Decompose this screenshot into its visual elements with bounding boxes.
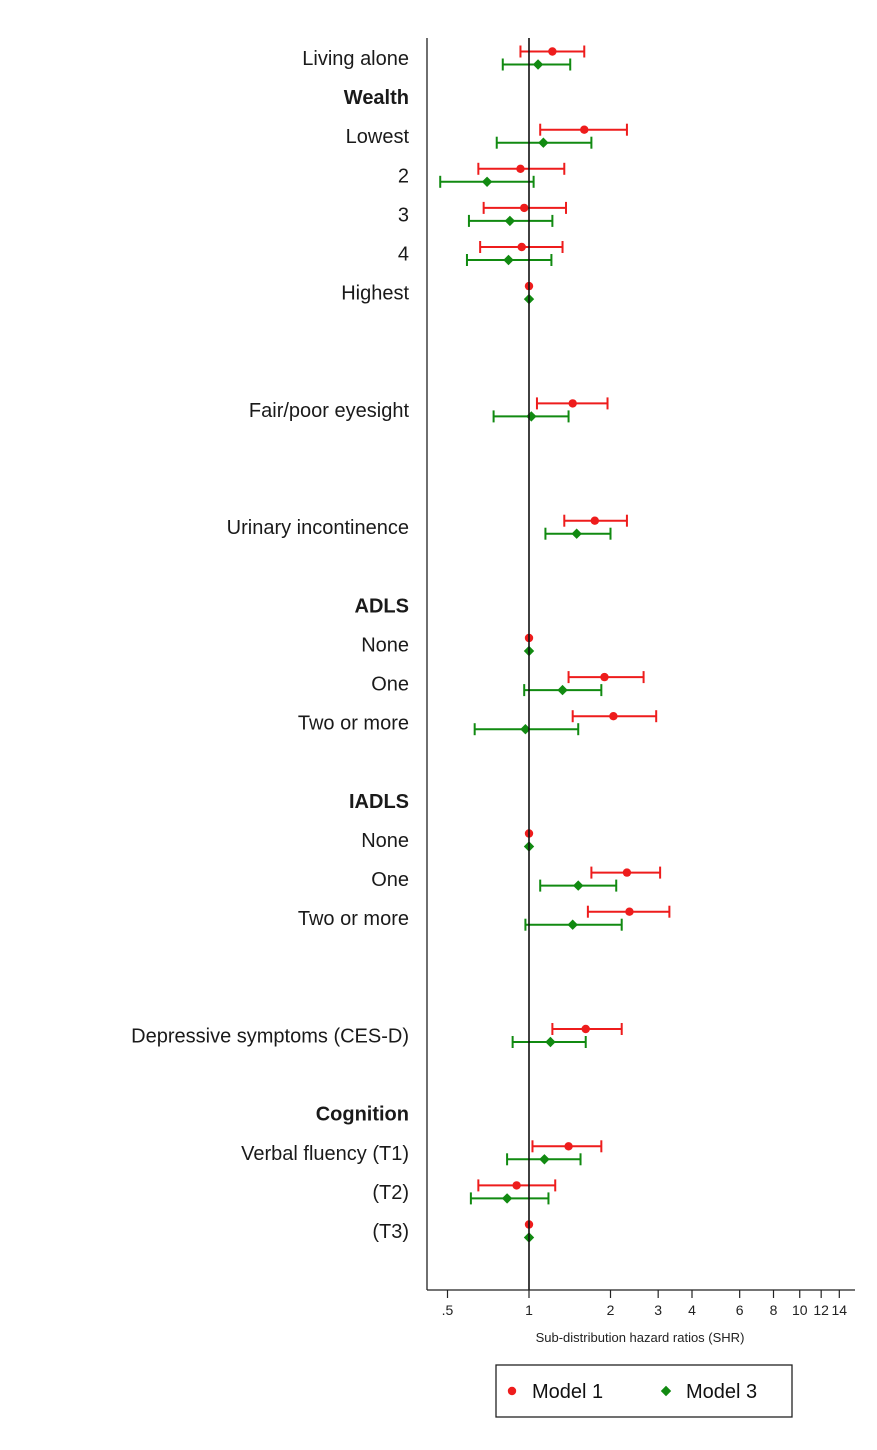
- row-label: 3: [398, 204, 409, 226]
- row-label: Lowest: [346, 126, 410, 148]
- row-3: 2: [398, 162, 566, 188]
- model3-point: [481, 176, 493, 187]
- row-2: Lowest: [346, 123, 628, 149]
- model1-point: [520, 203, 529, 213]
- row-1: Wealth: [344, 87, 409, 109]
- x-tick-label: 4: [688, 1302, 696, 1318]
- model1-point: [609, 712, 618, 721]
- model1-point: [580, 125, 589, 134]
- model3-point: [573, 880, 584, 891]
- row-label: One: [371, 674, 409, 696]
- model1-point: [590, 516, 599, 525]
- model3-point: [501, 1193, 513, 1204]
- group-heading: Cognition: [316, 1104, 409, 1126]
- model1-point: [564, 1142, 573, 1151]
- model3-point: [557, 684, 568, 696]
- legend-model3-marker: [660, 1385, 672, 1397]
- model1-point: [516, 164, 525, 173]
- model3-point: [532, 59, 544, 70]
- row-20: (T2): [372, 1179, 557, 1205]
- row-label: Depressive symptoms (CES-D): [131, 1026, 409, 1048]
- model3-point: [504, 215, 516, 227]
- legend-model1-label: Model 1: [532, 1381, 603, 1403]
- x-tick-label: 1: [525, 1302, 533, 1318]
- model3-point: [503, 254, 514, 266]
- row-label: None: [361, 830, 409, 852]
- model3-point: [538, 137, 549, 148]
- row-9: ADLS: [355, 595, 409, 617]
- model3-point: [571, 528, 582, 539]
- row-8: Urinary incontinence: [227, 514, 628, 540]
- model1-point: [548, 47, 557, 56]
- x-tick-label: 3: [654, 1302, 662, 1318]
- row-label: Two or more: [298, 908, 409, 930]
- row-label: Living alone: [302, 48, 409, 70]
- group-heading: IADLS: [349, 791, 409, 813]
- row-label: (T2): [372, 1182, 409, 1204]
- row-7: Fair/poor eyesight: [249, 397, 609, 423]
- model1-point: [622, 868, 632, 877]
- model1-point: [625, 907, 634, 916]
- x-tick-label: 12: [813, 1302, 829, 1318]
- model1-point: [512, 1181, 521, 1190]
- x-tick-label: 6: [736, 1302, 744, 1318]
- model3-point: [539, 1154, 550, 1165]
- legend-model1-marker: [507, 1386, 517, 1396]
- legend-model3-label: Model 3: [686, 1381, 757, 1403]
- rows-layer: Living alone Wealth Lowest 2 3 4 Highest Fair/p…: [131, 45, 671, 1243]
- row-5: 4: [398, 241, 564, 266]
- x-tick-label: .5: [442, 1302, 454, 1318]
- row-19: Verbal fluency (T1): [241, 1140, 603, 1166]
- group-heading: Wealth: [344, 87, 409, 109]
- x-tick-label: 8: [770, 1302, 778, 1318]
- row-label: Highest: [341, 283, 409, 305]
- model1-point: [568, 399, 577, 408]
- model1-point: [517, 242, 526, 252]
- model3-point: [520, 724, 531, 735]
- row-14: None: [361, 829, 535, 852]
- legend-box: [495, 1364, 793, 1418]
- row-12: Two or more: [298, 710, 658, 736]
- row-15: One: [371, 866, 662, 892]
- x-tick-label: 14: [832, 1302, 848, 1318]
- row-label: 2: [398, 165, 409, 187]
- row-label: Verbal fluency (T1): [241, 1143, 409, 1165]
- model1-point: [581, 1024, 590, 1034]
- row-label: Urinary incontinence: [227, 517, 409, 539]
- row-label: (T3): [372, 1221, 409, 1243]
- row-11: One: [371, 671, 645, 697]
- row-16: Two or more: [298, 905, 671, 931]
- row-13: IADLS: [349, 791, 409, 813]
- x-axis: .5 1 2 3 4 6 8 10 12 14: [426, 38, 855, 1318]
- row-0: Living alone: [302, 45, 586, 71]
- row-label: Two or more: [298, 713, 409, 735]
- model3-point: [545, 1036, 556, 1048]
- row-label: 4: [398, 244, 409, 266]
- row-label: None: [361, 635, 409, 657]
- model3-point: [567, 919, 578, 930]
- x-tick-label: 2: [607, 1302, 615, 1318]
- row-17: Depressive symptoms (CES-D): [131, 1023, 623, 1048]
- x-tick-label: 10: [792, 1302, 808, 1318]
- row-18: Cognition: [316, 1104, 409, 1126]
- row-label: Fair/poor eyesight: [249, 400, 410, 422]
- x-axis-label: Sub-distribution hazard ratios (SHR): [536, 1330, 745, 1345]
- row-4: 3: [398, 201, 568, 227]
- group-heading: ADLS: [355, 595, 409, 617]
- model1-point: [600, 672, 609, 682]
- row-label: One: [371, 869, 409, 891]
- legend: Model 1 Model 3: [495, 1364, 793, 1418]
